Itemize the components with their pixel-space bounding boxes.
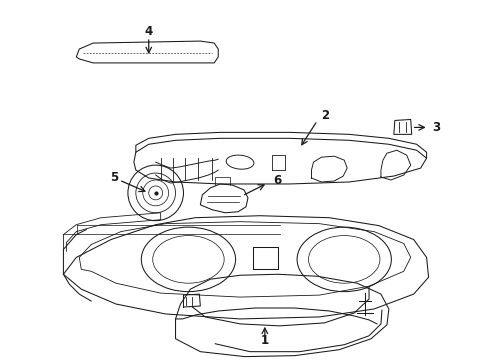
Text: 6: 6 [273, 174, 281, 186]
Text: 3: 3 [433, 121, 441, 134]
Text: 4: 4 [145, 24, 153, 38]
Text: 5: 5 [110, 171, 118, 184]
Text: 1: 1 [261, 334, 269, 347]
Text: 2: 2 [321, 109, 330, 122]
